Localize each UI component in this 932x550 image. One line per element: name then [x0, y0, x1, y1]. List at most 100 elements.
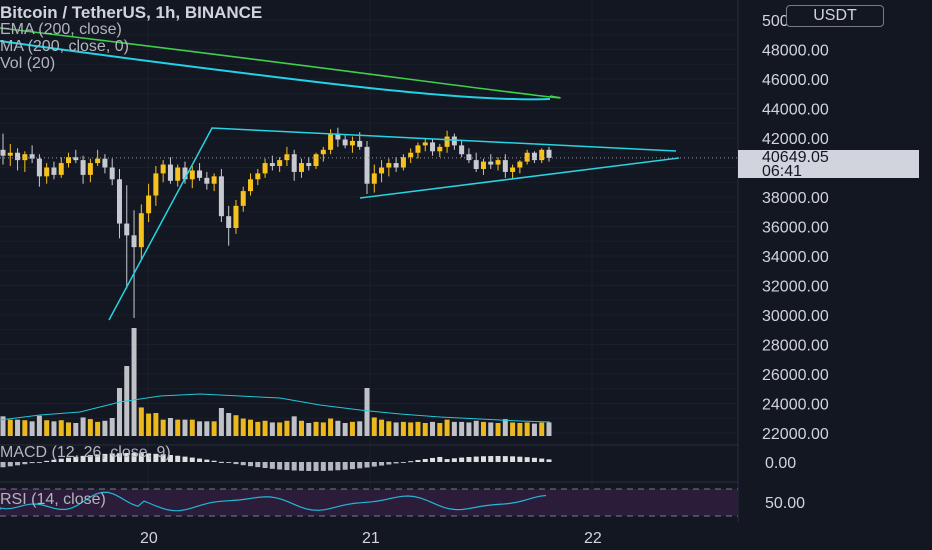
candle-body	[262, 163, 268, 174]
candle-body	[502, 160, 508, 172]
candle-body	[422, 142, 428, 146]
candle-body	[255, 173, 261, 180]
volume-bar	[102, 420, 108, 436]
macd-bar	[320, 462, 326, 471]
volume-bar	[226, 413, 232, 436]
volume-bar	[51, 421, 57, 436]
candle-body	[364, 146, 370, 184]
candle-body	[189, 170, 195, 180]
macd-bar	[153, 453, 159, 462]
macd-bar	[131, 453, 137, 462]
macd-bar	[306, 462, 312, 471]
macd-bar	[408, 461, 414, 463]
price-tick-label: 32000.00	[762, 279, 829, 296]
macd-bar	[189, 457, 195, 462]
volume-bar	[204, 421, 210, 436]
candle-body	[539, 149, 545, 161]
candle-body	[102, 158, 108, 168]
volume-bar	[393, 422, 399, 436]
macd-bar	[146, 453, 152, 462]
volume-bar	[131, 328, 137, 436]
candle-body	[298, 163, 304, 172]
macd-bar	[80, 455, 86, 462]
macd-bar	[379, 462, 385, 466]
candle-body	[175, 167, 181, 181]
ema-line	[0, 27, 561, 99]
candle-body	[342, 139, 348, 146]
moving-average-lines	[0, 27, 561, 101]
volume-bar	[284, 420, 290, 436]
ema-legend[interactable]: EMA (200, close)	[0, 21, 122, 38]
volume-bar	[510, 422, 516, 436]
volume-bar	[444, 419, 450, 436]
price-tick-label: 46000.00	[762, 72, 829, 89]
macd-bar	[248, 462, 254, 467]
candle-body	[473, 160, 479, 169]
volume-bar	[480, 421, 486, 436]
volume-bar	[349, 421, 355, 436]
candle-body	[320, 149, 326, 155]
volume-bar	[80, 417, 86, 436]
volume-bar	[466, 422, 472, 436]
volume-bar	[277, 422, 283, 436]
volume-ma-line	[0, 393, 551, 423]
volume-bar	[320, 422, 326, 436]
volume-bar	[430, 421, 436, 436]
macd-bar	[255, 462, 261, 468]
candle-body	[430, 142, 436, 152]
macd-bar	[335, 462, 341, 471]
currency-selector[interactable]: USDT	[786, 5, 884, 27]
candle-body	[15, 152, 21, 161]
macd-bar	[364, 462, 370, 468]
candle-body	[29, 154, 35, 159]
volume-bar	[364, 388, 370, 436]
macd-bar	[531, 457, 537, 462]
volume-bar	[15, 419, 21, 436]
candle-body	[0, 149, 6, 156]
price-tick-label: 24000.00	[762, 397, 829, 414]
volume-bar	[495, 423, 501, 436]
volume-bar	[58, 420, 64, 436]
volume-bar	[546, 422, 552, 436]
candle-body	[7, 152, 13, 156]
time-tick-label: 22	[584, 530, 602, 547]
volume-bar	[95, 421, 101, 436]
vol-legend[interactable]: Vol (20)	[0, 55, 56, 72]
volume-bar	[502, 419, 508, 436]
candle-body	[531, 152, 537, 161]
ma-legend[interactable]: MA (200, close, 0)	[0, 38, 129, 55]
candle-body	[466, 154, 472, 161]
macd-bar	[393, 462, 399, 464]
rsi-legend[interactable]: RSI (14, close)	[0, 491, 106, 508]
candle-body	[146, 195, 152, 214]
volume-bar	[335, 420, 341, 436]
volume-bar	[473, 420, 479, 436]
volume-bar	[36, 415, 42, 436]
rsi-tick-label: 50.00	[765, 495, 805, 512]
candle-body	[116, 179, 122, 224]
time-axis: 20 21 22	[0, 522, 932, 550]
macd-legend[interactable]: MACD (12, 26, close, 9)	[0, 444, 171, 461]
macd-bar	[539, 458, 545, 462]
candle-body	[160, 164, 166, 174]
candle-body	[546, 149, 552, 158]
macd-bar	[240, 462, 246, 466]
volume-bar	[218, 408, 224, 436]
chart-title: Bitcoin / TetherUS, 1h, BINANCE	[0, 3, 263, 22]
triangle-pattern-drawing	[0, 127, 738, 321]
volume-bar	[262, 420, 268, 436]
volume-bar	[211, 421, 217, 436]
macd-bar	[386, 462, 392, 465]
candle-body	[415, 145, 421, 153]
macd-bar	[211, 460, 217, 462]
candle-body	[284, 154, 290, 161]
macd-bar	[102, 453, 108, 462]
macd-histogram	[0, 453, 552, 471]
candle-body	[109, 167, 115, 180]
volume-bar	[539, 422, 545, 436]
macd-bar	[328, 462, 334, 471]
volume-bar	[44, 420, 50, 436]
candle-body	[51, 167, 57, 175]
volume-bar	[167, 418, 173, 436]
